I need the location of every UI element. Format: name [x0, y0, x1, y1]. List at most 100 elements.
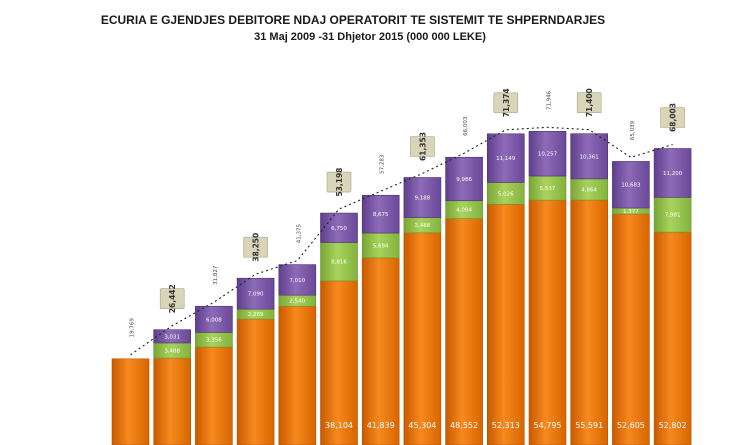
total-label: 57,283 [380, 154, 386, 174]
total-label: 66,003 [463, 116, 469, 136]
chart-title: ECURIA E GJENDJES DEBITORE NDAJ OPERATOR… [101, 13, 605, 27]
bar-segment-green [528, 175, 567, 201]
bar-6: 8,816 6,750 38,104 [320, 212, 358, 445]
bar-segment-purple [236, 277, 275, 310]
total-label: 68,003 [669, 103, 678, 132]
bar-8: 3,488 9,188 45,304 [403, 177, 442, 445]
bar-label-green: 5,026 [498, 191, 514, 197]
total-label: 26,442 [168, 284, 177, 313]
bar-segment-purple [486, 133, 525, 183]
bar-label-green: 3,356 [206, 338, 222, 344]
bar-label-purple: 3,031 [164, 334, 180, 340]
bar-10: 5,026 11,149 52,313 [486, 133, 525, 445]
bar-label-purple: 6,750 [331, 226, 347, 232]
bar-label-orange: 52,802 [659, 421, 687, 430]
bar-label-orange: 38,104 [325, 421, 353, 430]
bar-label-green: 4,094 [456, 208, 472, 214]
bar-segment-orange [236, 318, 275, 445]
total-label: 31,827 [213, 265, 219, 285]
bar-9: 4,094 9,986 48,552 [445, 156, 483, 445]
bar-label-purple: 6,008 [206, 317, 222, 323]
bar-label-orange: 48,552 [450, 421, 478, 430]
bar-5: 2,540 7,010 [278, 264, 317, 445]
bar-segment-orange [653, 231, 692, 445]
bar-segment-green [361, 232, 400, 259]
bar-segment-orange [528, 199, 567, 445]
bar-segment-orange [445, 218, 483, 445]
bar-segment-orange [570, 199, 609, 445]
bar-segment-orange [111, 358, 150, 445]
bar-segment-orange [612, 213, 650, 445]
bar-segment-orange [361, 257, 400, 445]
bar-11: 5,537 10,257 54,795 [528, 131, 567, 445]
bar-label-purple: 9,986 [456, 177, 472, 183]
totals-group: 19,769 26,442 31,827 38,250 41,375 53,198 57,2… [130, 88, 685, 337]
bar-segment-purple [195, 305, 233, 333]
total-label: 65,039 [630, 120, 636, 140]
total-box [576, 92, 602, 113]
bar-1 [111, 358, 150, 445]
bar-label-purple: 10,361 [580, 154, 599, 160]
bar-segment-orange [153, 357, 191, 445]
bar-label-green: 8,816 [331, 260, 347, 266]
bar-3: 3,356 6,008 [195, 305, 233, 445]
bar-segment-purple [153, 329, 191, 344]
trend-line [130, 126, 673, 356]
total-label: 53,198 [335, 168, 344, 197]
bar-label-purple: 11,149 [496, 156, 516, 162]
total-box [660, 107, 685, 128]
bar-label-green: 2,269 [248, 312, 264, 318]
bar-label-green: 7,981 [665, 213, 681, 219]
bar-label-purple: 11,200 [663, 171, 683, 177]
total-label: 38,250 [252, 233, 261, 262]
bar-segment-purple [320, 212, 358, 243]
total-label: 19,769 [130, 318, 136, 338]
bar-segment-purple [653, 148, 692, 198]
bars-group: 3,488 3,031 3,356 6,008 2,269 7,090 2,540 7,010… [111, 131, 692, 445]
bar-segment-purple [361, 194, 400, 234]
chart-subtitle: 31 Maj 2009 -31 Dhjetor 2015 (000 000 LE… [254, 31, 486, 43]
bar-label-orange: 41,839 [367, 421, 395, 430]
bar-segment-purple [528, 131, 567, 177]
total-box [326, 171, 352, 193]
bar-label-purple: 7,090 [248, 292, 264, 298]
total-label: 41,375 [296, 223, 302, 243]
total-label: 71,374 [502, 88, 511, 117]
bar-label-purple: 7,010 [289, 278, 305, 284]
bar-13: 1,377 10,683 52,605 [612, 161, 650, 445]
bar-segment-orange [403, 232, 442, 445]
bar-label-purple: 9,188 [415, 196, 431, 202]
bar-segment-purple [612, 161, 650, 209]
bar-label-green: 2,540 [289, 299, 305, 305]
bar-segment-orange [486, 204, 525, 445]
bar-label-green: 3,488 [415, 223, 431, 229]
bar-label-purple: 10,683 [621, 183, 641, 189]
bar-4: 2,269 7,090 [236, 277, 275, 445]
bar-label-orange: 45,304 [408, 421, 436, 430]
bar-label-green: 1,377 [623, 209, 639, 215]
bar-segment-orange [278, 305, 317, 445]
total-label: 61,353 [418, 132, 427, 161]
bar-label-orange: 54,795 [534, 421, 562, 430]
total-box [410, 136, 435, 157]
bar-label-orange: 55,591 [575, 421, 603, 430]
bar-12: 4,864 10,361 55,591 [570, 133, 609, 445]
bar-segment-purple [445, 156, 483, 202]
total-box [493, 92, 519, 114]
bar-label-green: 3,488 [164, 349, 180, 355]
bar-segment-purple [403, 177, 442, 218]
bar-7: 5,694 8,675 41,839 [361, 194, 400, 445]
bar-label-purple: 8,675 [373, 212, 389, 218]
bar-segment-orange [320, 280, 358, 445]
bar-label-purple: 10,257 [538, 152, 558, 158]
bar-segment-purple [570, 133, 609, 180]
total-label: 71,946 [547, 90, 553, 110]
bar-label-orange: 52,605 [617, 421, 645, 430]
bar-label-orange: 52,313 [492, 421, 520, 430]
bar-segment-purple [278, 264, 317, 296]
bar-label-green: 5,537 [540, 186, 556, 192]
bar-14: 7,981 11,200 52,802 [653, 148, 692, 445]
total-box [243, 236, 268, 258]
bar-2: 3,488 3,031 [153, 329, 191, 445]
